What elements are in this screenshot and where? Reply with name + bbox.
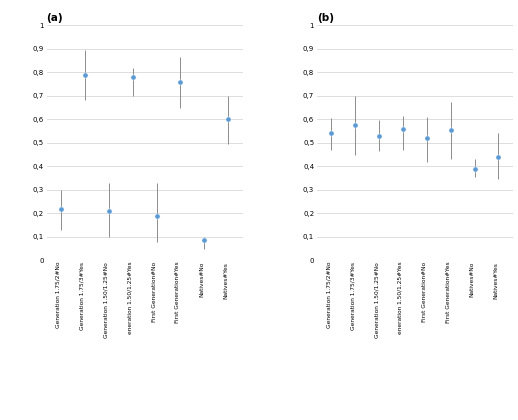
Point — [494, 154, 502, 160]
Point — [176, 78, 184, 85]
Point — [375, 132, 383, 139]
Point — [351, 122, 359, 129]
Point — [152, 213, 161, 219]
Point — [128, 74, 137, 80]
Point — [200, 237, 208, 244]
Text: (a): (a) — [47, 13, 63, 23]
Point — [423, 135, 431, 142]
Point — [399, 125, 407, 132]
Point — [470, 165, 479, 172]
Point — [105, 207, 113, 214]
Text: (b): (b) — [317, 13, 334, 23]
Point — [81, 71, 89, 78]
Point — [224, 116, 232, 123]
Point — [447, 126, 455, 133]
Point — [327, 130, 336, 137]
Point — [57, 205, 65, 212]
